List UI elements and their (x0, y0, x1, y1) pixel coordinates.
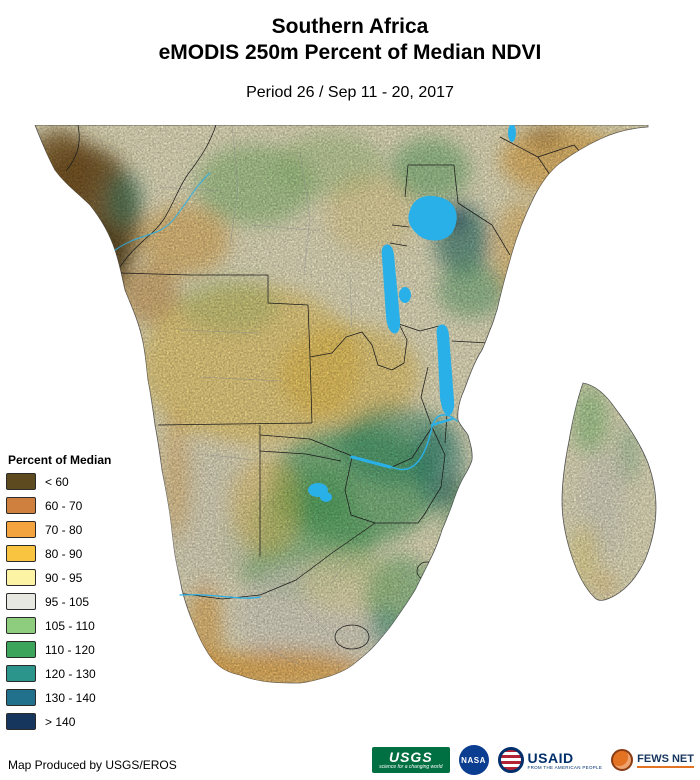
logo-strip: USGS science for a changing world NASA U… (372, 745, 694, 775)
legend-label: 90 - 95 (45, 570, 83, 585)
legend-label: 60 - 70 (45, 498, 83, 513)
legend-label: 120 - 130 (45, 666, 96, 681)
lake-malawi (436, 324, 455, 416)
legend: Percent of Median < 60 60 - 70 70 - 80 8… (6, 453, 156, 737)
legend-title: Percent of Median (8, 453, 112, 467)
ndvi-map (34, 125, 657, 684)
legend-swatch (6, 521, 36, 538)
map-subtitle: Period 26 / Sep 11 - 20, 2017 (246, 84, 454, 101)
legend-swatch (6, 473, 36, 490)
legend-swatch (6, 545, 36, 562)
legend-item: 60 - 70 (6, 497, 156, 514)
legend-item: 80 - 90 (6, 545, 156, 562)
legend-item: < 60 (6, 473, 156, 490)
usgs-wordmark: USGS (388, 749, 433, 765)
legend-item: 70 - 80 (6, 521, 156, 538)
legend-swatch (6, 689, 36, 706)
legend-item: 95 - 105 (6, 593, 156, 610)
usgs-tagline: science for a changing world (379, 764, 443, 770)
map-area: Percent of Median < 60 60 - 70 70 - 80 8… (0, 125, 700, 745)
fewsnet-wordmark: FEWS NET (637, 753, 694, 768)
lake-victoria (408, 195, 457, 241)
rivers (114, 172, 458, 599)
usaid-seal-icon (497, 747, 524, 773)
usaid-tagline: FROM THE AMERICAN PEOPLE (527, 764, 603, 770)
legend-item: 90 - 95 (6, 569, 156, 586)
legend-swatch (6, 665, 36, 682)
legend-label: < 60 (45, 474, 69, 489)
legend-label: 95 - 105 (45, 594, 90, 609)
nasa-logo: NASA (458, 745, 489, 775)
legend-swatch (6, 593, 36, 610)
legend-swatch (6, 641, 36, 658)
lakes (308, 125, 516, 502)
country-borders (65, 125, 629, 650)
legend-item: 110 - 120 (6, 641, 156, 658)
usgs-logo: USGS science for a changing world (372, 747, 450, 773)
nasa-wordmark: NASA (461, 755, 486, 765)
legend-item: > 140 (6, 713, 156, 730)
legend-label: 130 - 140 (45, 690, 96, 705)
legend-label: 110 - 120 (45, 642, 95, 657)
legend-swatch (6, 617, 36, 634)
legend-item: 105 - 110 (6, 617, 156, 634)
legend-label: > 140 (45, 714, 76, 729)
map-title-line1: Southern Africa (271, 15, 429, 38)
legend-item: 130 - 140 (6, 689, 156, 706)
legend-swatch (6, 497, 36, 514)
lake-tanganyika (381, 244, 401, 334)
credit-text: Map Produced by USGS/EROS (8, 758, 177, 772)
usaid-wordmark: USAID (527, 749, 574, 766)
fewsnet-logo: FEWS NET (611, 749, 694, 771)
legend-swatch (6, 713, 36, 730)
admin-boundaries (159, 125, 501, 666)
fews-globe-icon (611, 749, 634, 771)
legend-label: 80 - 90 (45, 546, 83, 561)
header: Southern Africa eMODIS 250m Percent of M… (0, 0, 700, 125)
lake-turkana (508, 125, 516, 142)
legend-label: 105 - 110 (45, 618, 95, 633)
legend-swatch (6, 569, 36, 586)
map-title-line2: eMODIS 250m Percent of Median NDVI (158, 41, 542, 64)
usaid-logo: USAID FROM THE AMERICAN PEOPLE (497, 747, 603, 773)
lake-mweru (399, 287, 411, 303)
legend-label: 70 - 80 (45, 522, 83, 537)
legend-item: 120 - 130 (6, 665, 156, 682)
